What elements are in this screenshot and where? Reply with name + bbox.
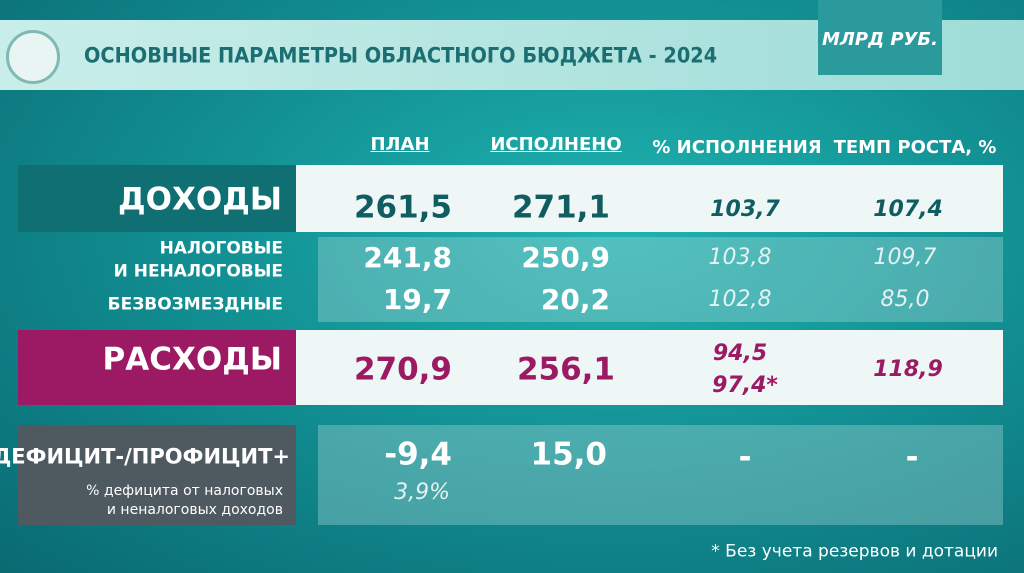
- column-header: ПЛАН: [370, 134, 430, 155]
- cell: 97,4*: [712, 373, 778, 398]
- label-box: [18, 330, 296, 405]
- cell: -: [905, 439, 919, 476]
- column-header: ТЕМП РОСТА, %: [833, 137, 997, 158]
- logo: [6, 30, 60, 84]
- row-band: [296, 165, 1003, 232]
- cell: 271,1: [511, 189, 610, 226]
- cell: 19,7: [382, 283, 452, 316]
- cell: 118,9: [873, 357, 943, 382]
- cell: 94,5: [712, 341, 768, 366]
- cell: 15,0: [530, 436, 608, 473]
- row-band: [318, 237, 1003, 322]
- title: ОСНОВНЫЕ ПАРАМЕТРЫ ОБЛАСТНОГО БЮДЖЕТА - …: [84, 43, 718, 68]
- cell: 109,7: [873, 245, 937, 270]
- cell: 241,8: [363, 241, 452, 274]
- unit: МЛРД РУБ.: [822, 29, 938, 50]
- row-label: И НЕНАЛОГОВЫЕ: [113, 261, 283, 282]
- cell: 85,0: [880, 287, 930, 312]
- column-header: ИСПОЛНЕНО: [490, 134, 622, 155]
- row-note: % дефицита от налоговых: [86, 483, 283, 499]
- cell: 107,4: [873, 197, 943, 222]
- unit-box: [818, 0, 942, 75]
- cell: 261,5: [353, 189, 452, 226]
- cell: 102,8: [708, 287, 772, 312]
- row-band: [318, 425, 1003, 525]
- cell: 270,9: [353, 351, 452, 388]
- row-label: ДОХОДЫ: [118, 181, 282, 218]
- label-box: [18, 425, 296, 525]
- row-band: [296, 330, 1003, 405]
- column-header: % ИСПОЛНЕНИЯ: [652, 137, 822, 158]
- cell: 256,1: [516, 351, 615, 388]
- row-label: РАСХОДЫ: [102, 341, 282, 378]
- row-label: НАЛОГОВЫЕ: [159, 238, 283, 259]
- row-label: ДЕФИЦИТ-/ПРОФИЦИТ+: [0, 444, 290, 469]
- cell: 20,2: [540, 283, 610, 316]
- row-label: БЕЗВОЗМЕЗДНЫЕ: [107, 294, 283, 315]
- footnote: * Без учета резервов и дотации: [711, 541, 998, 562]
- row-note: и неналоговых доходов: [106, 502, 283, 518]
- label-box: [18, 165, 296, 232]
- cell: -: [738, 439, 752, 476]
- cell: -9,4: [384, 436, 452, 473]
- cell: 103,8: [708, 245, 772, 270]
- note-value: 3,9%: [394, 480, 450, 505]
- cell: 103,7: [710, 197, 780, 222]
- cell: 250,9: [521, 241, 610, 274]
